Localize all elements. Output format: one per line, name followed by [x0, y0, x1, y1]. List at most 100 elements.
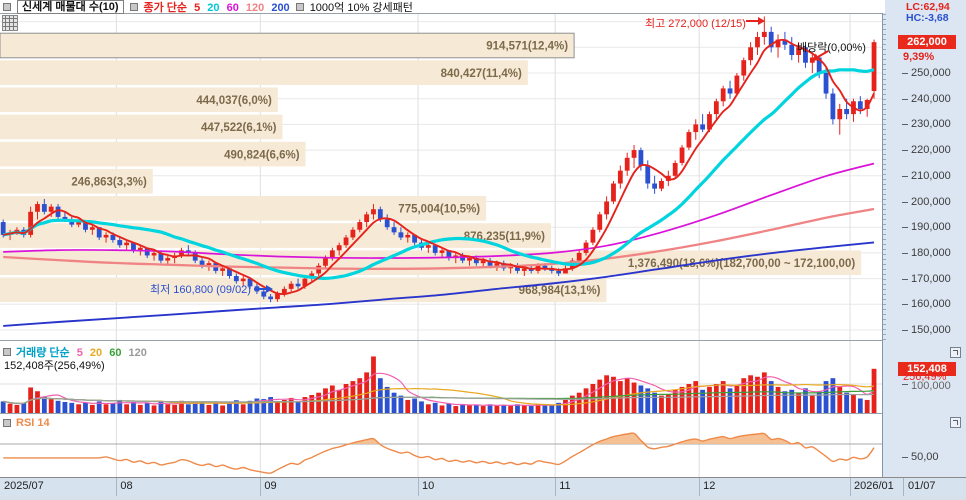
svg-text:444,037(6,0%): 444,037(6,0%) [196, 95, 272, 107]
time-tick-label: 11 [559, 480, 571, 492]
divider [0, 13, 882, 14]
price-tick-label: 220,000 [911, 144, 951, 157]
axis-tick [902, 384, 908, 385]
volume-ma-legend: 거래량 단순 5 20 60 120 [16, 344, 147, 360]
ma120-line [3, 207, 875, 270]
ma5-line [3, 38, 875, 296]
rsi-overbought-fill [3, 433, 874, 444]
expand-panel-icon[interactable] [950, 417, 961, 428]
time-axis-separator [116, 478, 118, 496]
legend-bullet-icon [129, 2, 138, 11]
svg-text:1,376,490(18,6%)(182,700,00 ~: 1,376,490(18,6%)(182,700,00 ~ 172,100,00… [628, 258, 855, 270]
time-axis-separator [699, 478, 701, 496]
candles [0, 16, 877, 303]
ma-period-label: 200 [268, 1, 290, 14]
svg-text:447,522(6,1%): 447,522(6,1%) [201, 122, 277, 134]
rsi-chart[interactable] [0, 414, 882, 477]
current-change-pct: 9,39% [903, 51, 935, 63]
ma-period-label: 5 [191, 1, 201, 14]
axis-tick [902, 98, 908, 100]
axis-tick [902, 124, 908, 126]
high-annotation: 최고 272,000 (12/15) [645, 18, 746, 30]
price-tick-label: 200,000 [911, 195, 951, 208]
ma-period-label: 60 [106, 347, 122, 359]
price-tick-label: 150,000 [911, 324, 951, 336]
legend-bullet-icon [295, 2, 304, 11]
legend-bullet-icon [3, 348, 11, 356]
price-tick-label: 230,000 [911, 118, 951, 131]
rsi-mid-label: 50,00 [911, 451, 939, 463]
ma60-line [3, 162, 875, 259]
current-volume-badge: 152,408 [898, 362, 956, 376]
time-axis-separator [850, 478, 852, 496]
time-axis-separator [260, 478, 262, 496]
expand-panel-icon[interactable] [950, 347, 961, 358]
ma20-line [2, 68, 875, 280]
grid-tool-button[interactable] [2, 15, 18, 31]
divider [0, 340, 882, 341]
legend-bullet-icon [3, 419, 11, 427]
rsi-line [3, 432, 875, 474]
ma-period-label: 60 [223, 1, 239, 14]
lc-value: LC:62,94 [906, 1, 950, 13]
pattern-legend: 1000억 10% 강세패턴 [309, 1, 413, 14]
ma-legend-label: 거래량 단순 [16, 347, 70, 359]
divider [0, 413, 882, 414]
hc-value: HC:-3,68 [906, 12, 949, 24]
time-axis-separator [418, 478, 420, 496]
axis-tick [902, 227, 908, 229]
svg-text:914,571(12,4%): 914,571(12,4%) [486, 41, 568, 53]
legend-bar: 신세계 매물대 수(10) 종가 단순 5 20 60 120 200 1000… [0, 0, 885, 15]
axis-tick [902, 457, 908, 458]
price-tick-label: 210,000 [911, 169, 951, 182]
axis-tick [902, 304, 908, 306]
time-tick-label: 2026/01 [854, 480, 894, 492]
time-tick-label: 09 [264, 480, 277, 492]
time-tick-label: 10 [422, 480, 435, 492]
volume-status: 152,408주(256,49%) [4, 360, 105, 372]
ma-period-label: 120 [125, 347, 147, 359]
volume-chart[interactable] [0, 341, 882, 414]
axis-tick [902, 252, 908, 254]
ma-period-label: 20 [86, 347, 103, 359]
price-tick-label: 180,000 [911, 246, 951, 259]
ma-period-label: 20 [204, 1, 220, 14]
axis-tick [902, 330, 908, 331]
ma200-line [3, 241, 875, 327]
axis-tick [902, 175, 908, 177]
volume-change-pct: 256,49% [903, 371, 947, 383]
volume-grid-label: 100,000 [911, 380, 951, 392]
ma-period-label: 5 [73, 347, 83, 359]
price-tick-label: 190,000 [911, 221, 951, 234]
current-price-badge: 262,000 [898, 35, 956, 49]
low-annotation: 최저 160,800 (09/02) [150, 284, 251, 296]
window-edge [0, 496, 966, 500]
svg-text:968,984(13,1%): 968,984(13,1%) [519, 285, 601, 297]
main-chart[interactable]: 914,571(12,4%) 840,427(11,4%) 444,037(6,0%… [0, 0, 882, 341]
minor-ticks [883, 14, 886, 340]
volume-panel-header: 거래량 단순 5 20 60 120 [3, 344, 147, 360]
svg-text:840,427(11,4%): 840,427(11,4%) [441, 68, 522, 80]
price-tick-label: 250,000 [911, 67, 951, 79]
time-tick-label: 12 [703, 480, 716, 492]
arrow-right-icon [746, 17, 766, 26]
price-tick-label: 240,000 [911, 92, 951, 105]
price-ma-legend: 종가 단순 5 20 60 120 200 [144, 0, 290, 15]
rsi-title: RSI 14 [16, 417, 50, 429]
axis-tick [902, 73, 908, 74]
legend-bullet-icon [3, 2, 11, 11]
svg-text:246,863(3,3%): 246,863(3,3%) [71, 176, 147, 188]
stock-title[interactable]: 신세계 매물대 수(10) [17, 0, 124, 14]
time-right-label: 01/07 [908, 480, 936, 492]
axis-tick [902, 201, 908, 203]
price-tick-label: 170,000 [911, 272, 951, 285]
axis-tick [902, 278, 908, 280]
time-tick-label: 08 [120, 480, 133, 492]
arrow-right-icon [253, 285, 273, 294]
axis-tick [902, 150, 908, 152]
svg-text:490,824(6,6%): 490,824(6,6%) [224, 149, 300, 161]
volume-profile: 914,571(12,4%) 840,427(11,4%) 444,037(6,0%… [0, 32, 862, 303]
time-axis: 2025/07 08 09 10 11 12 2026/01 01/07 [0, 477, 966, 497]
time-axis-separator [555, 478, 557, 496]
